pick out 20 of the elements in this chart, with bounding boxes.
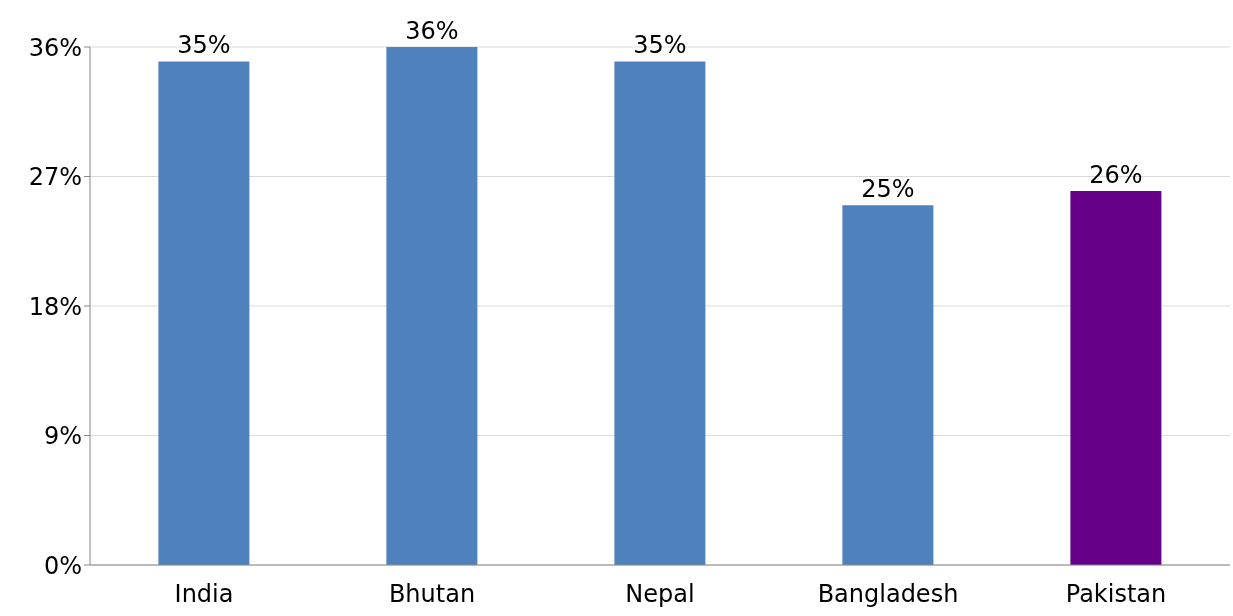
y-tick-label: 18%	[28, 292, 82, 321]
x-tick-label: Pakistan	[1065, 580, 1167, 609]
y-tick-label: 27%	[28, 163, 82, 192]
y-tick-label: 36%	[28, 33, 82, 62]
x-tick-label: Bhutan	[388, 580, 476, 609]
x-tick-label: Nepal	[625, 580, 695, 609]
data-label: 35%	[177, 31, 231, 60]
data-label: 25%	[861, 175, 915, 204]
x-tick-label: Bangladesh	[817, 580, 959, 609]
bar	[386, 47, 478, 565]
data-label: 26%	[1089, 160, 1143, 189]
bar	[614, 61, 706, 565]
bar	[1070, 190, 1162, 565]
y-tick-label: 9%	[43, 422, 82, 451]
data-label: 35%	[633, 31, 687, 60]
bar	[842, 205, 934, 565]
bar	[158, 61, 250, 565]
data-label: 36%	[405, 17, 459, 45]
x-tick-label: India	[174, 580, 234, 609]
y-tick-label: 0%	[43, 551, 82, 580]
